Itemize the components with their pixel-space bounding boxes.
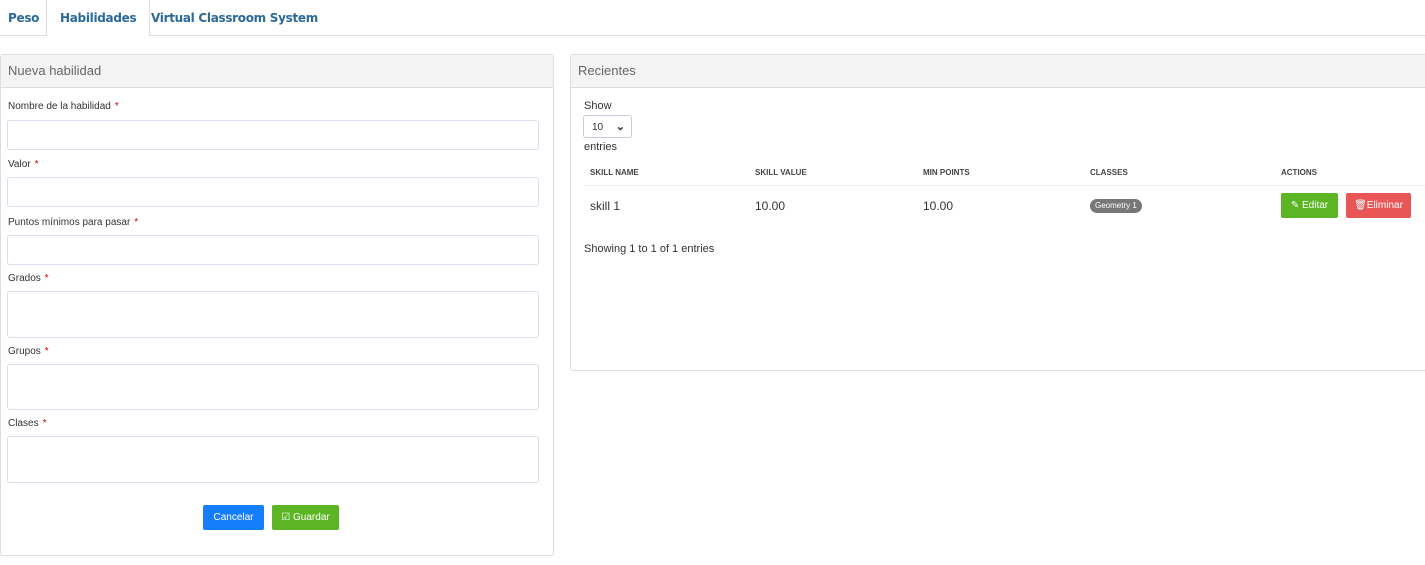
tab-peso[interactable]: Peso — [8, 11, 40, 25]
column-header[interactable]: SKILL VALUE — [755, 168, 807, 177]
required-mark: * — [114, 101, 119, 112]
required-mark: * — [134, 217, 139, 228]
entries-label: entries — [584, 141, 618, 153]
tab-habilidades[interactable]: Habilidades — [46, 0, 151, 36]
tab-virtual-classroom-system[interactable]: Virtual Classroom System — [151, 11, 318, 25]
tab-bar: Peso Habilidades Virtual Classroom Syste… — [0, 0, 1425, 36]
required-mark: * — [44, 346, 49, 357]
field-label: Nombre de la habilidad * — [8, 101, 119, 112]
field-input[interactable] — [7, 235, 539, 265]
show-label: Show — [584, 100, 612, 112]
cancel-button[interactable]: Cancelar — [203, 505, 264, 530]
edit-icon: ✎ — [1290, 200, 1303, 211]
delete-button[interactable]: 🗑Eliminar — [1346, 193, 1411, 218]
column-header[interactable]: CLASSES — [1090, 168, 1128, 177]
field-label: Clases * — [8, 418, 47, 429]
field-label: Valor * — [8, 159, 39, 170]
table-info: Showing 1 to 1 of 1 entries — [584, 243, 715, 255]
save-button[interactable]: ☑ Guardar — [272, 505, 339, 530]
edit-button[interactable]: ✎ Editar — [1281, 193, 1338, 218]
field-input[interactable] — [7, 436, 539, 483]
required-mark: * — [42, 418, 47, 429]
column-header[interactable]: MIN POINTS — [923, 168, 970, 177]
field-input[interactable] — [7, 177, 539, 207]
chevron-down-icon: ⌄ — [615, 121, 625, 133]
column-header: ACTIONS — [1281, 168, 1317, 177]
header-divider — [584, 185, 1425, 186]
check-square-icon: ☑ — [281, 512, 294, 523]
field-input[interactable] — [7, 364, 539, 410]
field-label: Puntos mínimos para pasar * — [8, 217, 139, 228]
skill-name: skill 1 — [590, 199, 621, 213]
field-input[interactable] — [7, 120, 539, 150]
required-mark: * — [44, 273, 49, 284]
panel-title: Nueva habilidad — [1, 55, 553, 88]
panel-title: Recientes — [571, 55, 1425, 88]
min-points: 10.00 — [923, 199, 954, 213]
column-header[interactable]: SKILL NAME — [590, 168, 639, 177]
required-mark: * — [34, 159, 39, 170]
field-label: Grados * — [8, 273, 49, 284]
trash-icon: 🗑 — [1354, 200, 1367, 211]
skill-value: 10.00 — [755, 199, 786, 213]
field-input[interactable] — [7, 291, 539, 338]
class-badge: Geometry 1 — [1090, 199, 1142, 213]
page-size-select[interactable]: 10 ⌄ — [583, 115, 632, 138]
field-label: Grupos * — [8, 346, 49, 357]
